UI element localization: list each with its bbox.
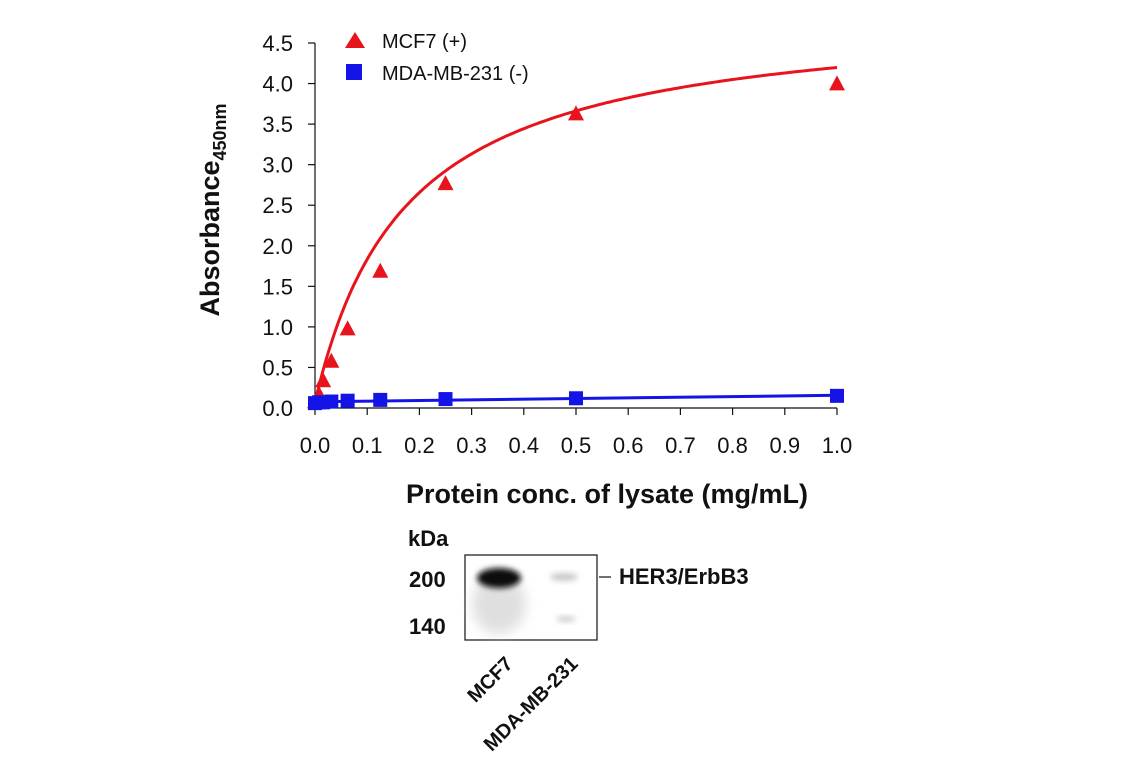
legend-marker-mdamb231: [346, 64, 362, 80]
blot-marker-200: 200: [409, 567, 446, 592]
data-point: [372, 262, 389, 278]
data-point: [324, 394, 339, 409]
blot-band-mdamb231-faint: [550, 573, 578, 581]
legend: MCF7 (+) MDA-MB-231 (-): [345, 31, 529, 85]
y-axis-ticks: 0.0 0.5 1.0 1.5 2.0 2.5 3.0 3.5 4.0 4.5: [262, 31, 315, 421]
series-mcf7: [307, 66, 845, 409]
y-tick-label: 3.0: [262, 153, 293, 178]
data-point: [830, 388, 844, 403]
data-point: [438, 392, 453, 407]
y-axis-title: Absorbance450nm: [195, 103, 230, 316]
data-point: [373, 392, 388, 407]
legend-label-mcf7: MCF7 (+): [382, 31, 467, 53]
y-tick-label: 4.5: [262, 31, 293, 56]
x-tick-label: 0.5: [561, 433, 592, 458]
x-tick-label: 0.8: [717, 433, 748, 458]
series-layer: [307, 66, 845, 411]
series-mdamb231: [308, 388, 844, 411]
x-tick-label: 0.0: [300, 433, 331, 458]
data-point: [568, 105, 584, 121]
y-tick-label: 0.5: [262, 355, 293, 380]
legend-label-mdamb231: MDA-MB-231 (-): [382, 63, 529, 85]
blot-band-label: HER3/ErbB3: [619, 564, 749, 589]
x-tick-label: 0.7: [665, 433, 696, 458]
y-tick-label: 3.5: [262, 112, 293, 137]
x-tick-label: 0.1: [352, 433, 383, 458]
y-tick-label: 1.0: [262, 315, 293, 340]
x-tick-label: 0.4: [509, 433, 540, 458]
data-point: [340, 393, 355, 408]
x-axis-title: Protein conc. of lysate (mg/mL): [406, 479, 808, 509]
data-point: [829, 75, 845, 91]
blot-band-mcf7: [477, 568, 521, 588]
x-tick-label: 0.9: [770, 433, 801, 458]
data-point: [437, 175, 454, 191]
x-tick-label: 0.3: [456, 433, 487, 458]
data-point: [569, 391, 583, 406]
x-tick-label: 0.6: [613, 433, 644, 458]
y-tick-label: 1.5: [262, 274, 293, 299]
x-tick-label: 0.2: [404, 433, 435, 458]
data-point: [315, 372, 332, 388]
y-axis-title-subscript: 450nm: [210, 103, 230, 160]
blot-kda-label: kDa: [408, 526, 449, 551]
y-tick-label: 2.0: [262, 234, 293, 259]
x-tick-label: 1.0: [822, 433, 853, 458]
y-tick-label: 2.5: [262, 193, 293, 218]
blot-smear-mcf7: [472, 574, 526, 634]
blot-band-mdamb231-lower: [556, 616, 576, 622]
blot-marker-140: 140: [409, 614, 446, 639]
x-axis-ticks: 0.0 0.1 0.2 0.3 0.4 0.5 0.6 0.7 0.8 0.9 1.0: [300, 408, 853, 458]
legend-marker-mcf7: [345, 32, 365, 48]
y-axis-title-main: Absorbance: [195, 161, 225, 317]
western-blot: kDa 200 140 HER3/ErbB3 MCF7 MDA-MB-231: [408, 526, 749, 756]
blot-lane-label-mcf7: MCF7: [463, 653, 517, 707]
data-point: [339, 320, 356, 336]
data-point: [323, 352, 340, 368]
y-tick-label: 4.0: [262, 72, 293, 97]
y-tick-label: 0.0: [262, 396, 293, 421]
